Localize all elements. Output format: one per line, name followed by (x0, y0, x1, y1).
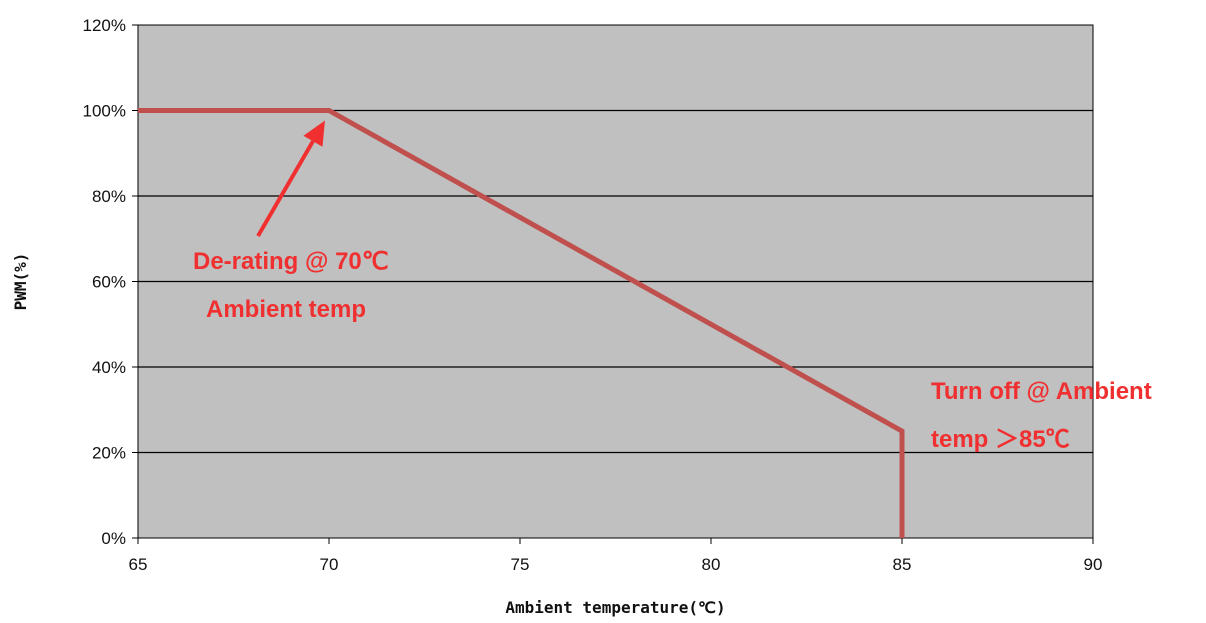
x-axis-ticks: 65 70 75 80 85 90 (129, 538, 1103, 574)
y-axis-ticks: 0% 20% 40% 60% 80% 100% 120% (83, 16, 138, 548)
annotation-derating-line2: Ambient temp (206, 296, 366, 323)
x-tick-label: 90 (1084, 555, 1103, 574)
y-tick-label: 20% (92, 444, 126, 463)
y-axis-title: PWM(%) (11, 253, 30, 311)
annotation-turnoff-line1: Turn off @ Ambient (931, 378, 1152, 405)
annotation-derating-line1: De-rating @ 70℃ (193, 248, 389, 275)
series-line-0 (138, 108, 905, 538)
y-tick-label: 0% (101, 529, 126, 548)
x-tick-label: 80 (702, 555, 721, 574)
y-tick-label: 60% (92, 273, 126, 292)
x-tick-label: 70 (320, 555, 339, 574)
derating-annotation: De-rating @ 70℃ Ambient temp (193, 120, 389, 323)
y-tick-label: 100% (83, 102, 126, 121)
turnoff-annotation: Turn off @ Ambient temp ＞85℃ (931, 378, 1152, 453)
x-tick-label: 65 (129, 555, 148, 574)
series-layer (138, 108, 905, 538)
y-tick-label: 40% (92, 358, 126, 377)
y-tick-label: 120% (83, 16, 126, 35)
annotation-arrow-head (303, 120, 325, 147)
y-tick-label: 80% (92, 187, 126, 206)
annotation-turnoff-line2: temp ＞85℃ (931, 426, 1070, 453)
x-tick-label: 75 (511, 555, 530, 574)
x-tick-label: 85 (893, 555, 912, 574)
x-axis-title: Ambient temperature(℃) (505, 598, 725, 617)
annotation-arrow-shaft (256, 140, 315, 238)
